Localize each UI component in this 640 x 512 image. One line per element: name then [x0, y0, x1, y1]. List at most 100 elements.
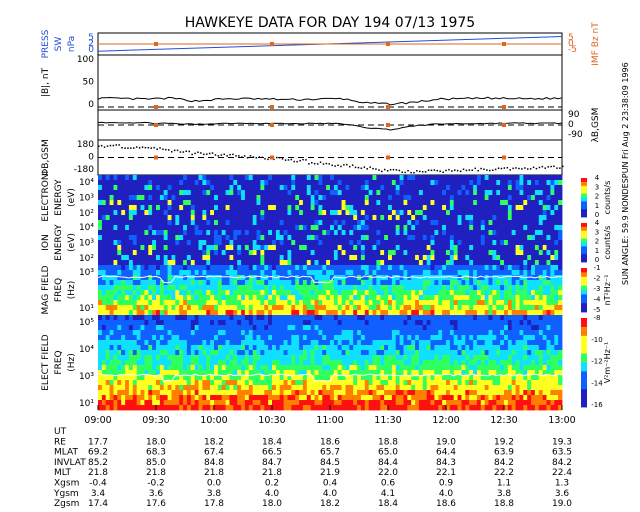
- heatmap-cell: [117, 255, 122, 261]
- heatmap-cell: [442, 280, 447, 286]
- heatmap-cell: [156, 335, 161, 341]
- heatmap-cell: [318, 180, 323, 186]
- heatmap-cell: [275, 260, 281, 266]
- heatmap-cell: [326, 320, 331, 326]
- heatmap-cell: [171, 390, 176, 396]
- heatmap-cell: [252, 280, 257, 286]
- heatmap-cell: [121, 305, 126, 311]
- heatmap-cell: [210, 220, 215, 226]
- heatmap-cell: [229, 215, 234, 221]
- heatmap-cell: [418, 215, 424, 221]
- heatmap-cell: [237, 210, 242, 216]
- heatmap-cell: [330, 350, 335, 356]
- data-point: [313, 162, 316, 165]
- heatmap-cell: [322, 285, 327, 291]
- heatmap-cell: [302, 395, 308, 401]
- heatmap-cell: [357, 205, 362, 211]
- heatmap-cell: [225, 280, 230, 286]
- heatmap-cell: [183, 220, 188, 226]
- heatmap-cell: [136, 220, 141, 226]
- heatmap-cell: [461, 270, 466, 276]
- heatmap-cell: [233, 195, 238, 201]
- heatmap-cell: [446, 175, 451, 181]
- heatmap-cell: [299, 365, 304, 371]
- heatmap-cell: [279, 305, 284, 311]
- heatmap-cell: [221, 185, 226, 191]
- heatmap-cell: [469, 230, 474, 236]
- heatmap-cell: [167, 185, 172, 191]
- heatmap-cell: [244, 225, 250, 231]
- heatmap-cell: [337, 200, 342, 206]
- heatmap-cell: [333, 245, 339, 251]
- heatmap-cell: [492, 200, 497, 206]
- heatmap-cell: [217, 235, 223, 241]
- heatmap-cell: [136, 230, 141, 236]
- data-point: [378, 169, 380, 171]
- heatmap-cell: [268, 320, 273, 326]
- heatmap-cell: [554, 295, 559, 301]
- heatmap-cell: [190, 205, 196, 211]
- heatmap-cell: [492, 305, 497, 311]
- heatmap-cell: [202, 360, 207, 366]
- heatmap-cell: [360, 350, 366, 356]
- heatmap-cell: [229, 380, 234, 386]
- heatmap-cell: [306, 260, 312, 266]
- heatmap-cell: [558, 175, 563, 181]
- heatmap-cell: [225, 300, 230, 306]
- heatmap-cell: [515, 225, 520, 231]
- heatmap-cell: [341, 285, 346, 291]
- heatmap-cell: [210, 230, 215, 236]
- heatmap-cell: [101, 200, 107, 206]
- heatmap-cell: [391, 300, 397, 306]
- heatmap-cell: [98, 275, 103, 281]
- heatmap-cell: [515, 205, 520, 211]
- heatmap-cell: [476, 290, 482, 296]
- heatmap-cell: [302, 245, 308, 251]
- heatmap-cell: [202, 350, 207, 356]
- heatmap-cell: [214, 265, 219, 271]
- heatmap-cell: [337, 210, 342, 216]
- heatmap-cell: [198, 310, 203, 316]
- heatmap-cell: [105, 180, 110, 186]
- heatmap-cell: [515, 265, 520, 271]
- heatmap-cell: [225, 265, 230, 271]
- heatmap-cell: [542, 235, 547, 241]
- heatmap-cell: [109, 375, 114, 381]
- heatmap-cell: [140, 280, 145, 286]
- heatmap-cell: [121, 355, 126, 361]
- heatmap-cell: [260, 210, 265, 216]
- heatmap-cell: [519, 175, 524, 181]
- heatmap-cell: [415, 250, 420, 256]
- heatmap-cell: [279, 295, 284, 301]
- heatmap-cell: [554, 195, 559, 201]
- heatmap-cell: [496, 175, 501, 181]
- heatmap-cell: [395, 285, 400, 291]
- heatmap-cell: [98, 380, 103, 386]
- heatmap-cell: [519, 270, 524, 276]
- heatmap-cell: [113, 345, 118, 351]
- heatmap-cell: [337, 195, 342, 201]
- right-tick: -5: [568, 45, 577, 55]
- heatmap-cell: [554, 175, 559, 181]
- heatmap-cell: [272, 265, 277, 271]
- heatmap-cell: [306, 270, 312, 276]
- heatmap-cell: [140, 225, 145, 231]
- heatmap-cell: [364, 235, 370, 241]
- heatmap-cell: [210, 380, 215, 386]
- heatmap-cell: [403, 285, 408, 291]
- heatmap-cell: [221, 180, 226, 186]
- heatmap-cell: [295, 180, 300, 186]
- heatmap-cell: [132, 215, 138, 221]
- heatmap-cell: [364, 395, 370, 401]
- heatmap-cell: [388, 250, 393, 256]
- heatmap-cell: [531, 235, 536, 241]
- heatmap-cell: [368, 390, 373, 396]
- heatmap-cell: [136, 300, 141, 306]
- heatmap-cell: [395, 305, 400, 311]
- heatmap-cell: [159, 290, 165, 296]
- heatmap-cell: [206, 315, 211, 321]
- heatmap-cell: [159, 195, 165, 201]
- heatmap-cell: [105, 245, 110, 251]
- heatmap-cell: [221, 400, 226, 406]
- heatmap-cell: [364, 280, 370, 286]
